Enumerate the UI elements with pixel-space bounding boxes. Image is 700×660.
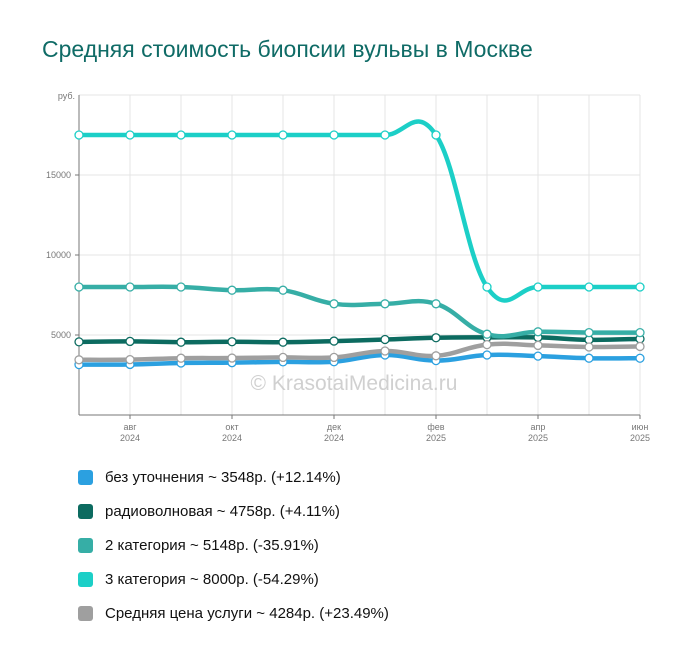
- data-point-cat3: [431, 130, 441, 140]
- data-point-cat2: [278, 285, 288, 295]
- data-point-avg: [278, 352, 288, 363]
- x-tick-label-month: авг: [123, 422, 137, 432]
- legend: без уточнения ~ 3548р. (+12.14%) радиовол…: [78, 460, 389, 630]
- series-lines: [76, 119, 643, 367]
- legend-item-cat3[interactable]: 3 категория ~ 8000р. (-54.29%): [78, 562, 389, 596]
- legend-swatch: [78, 469, 93, 485]
- data-point-avg: [635, 341, 645, 352]
- data-point-cat2: [125, 282, 135, 292]
- data-point-cat2: [635, 327, 645, 338]
- legend-item-cat2[interactable]: 2 категория ~ 5148р. (-35.91%): [78, 528, 389, 562]
- data-point-avg: [533, 340, 543, 351]
- data-point-cat3: [74, 130, 84, 140]
- data-point-avg: [74, 355, 84, 365]
- watermark: © KrasotaiMedicina.ru: [251, 372, 458, 395]
- data-point-cat2: [329, 299, 339, 309]
- legend-label: радиоволновая ~ 4758р. (+4.11%): [105, 502, 340, 520]
- legend-item-no_spec[interactable]: без уточнения ~ 3548р. (+12.14%): [78, 460, 389, 494]
- data-point-radio: [380, 334, 390, 345]
- x-tick-label-month: окт: [225, 422, 238, 432]
- legend-item-radio[interactable]: радиоволновая ~ 4758р. (+4.11%): [78, 494, 389, 528]
- line-chart: руб.50001000015000авг2024окт2024дек2024ф…: [46, 91, 650, 443]
- legend-label: 2 категория ~ 5148р. (-35.91%): [105, 536, 319, 554]
- data-point-cat3: [635, 282, 645, 292]
- data-point-cat3: [176, 130, 186, 140]
- data-point-radio: [329, 336, 339, 346]
- data-point-cat2: [482, 329, 492, 339]
- legend-swatch: [78, 605, 93, 621]
- y-tick-label: 15000: [46, 170, 71, 180]
- data-point-avg: [125, 354, 135, 365]
- data-point-cat2: [584, 327, 594, 338]
- legend-item-avg[interactable]: Средняя цена услуги ~ 4284р. (+23.49%): [78, 596, 389, 630]
- data-point-cat3: [329, 130, 339, 140]
- series-points: [74, 130, 645, 370]
- data-point-avg: [176, 353, 186, 363]
- x-tick-label-year: 2025: [426, 433, 446, 443]
- legend-label: Средняя цена услуги ~ 4284р. (+23.49%): [105, 604, 389, 622]
- data-point-cat2: [431, 299, 441, 309]
- data-point-avg: [380, 346, 390, 356]
- x-tick-label-year: 2024: [120, 433, 140, 443]
- legend-swatch: [78, 503, 93, 519]
- data-point-radio: [125, 336, 135, 347]
- data-point-avg: [431, 351, 441, 361]
- legend-label: без уточнения ~ 3548р. (+12.14%): [105, 468, 341, 486]
- data-point-radio: [227, 337, 237, 347]
- x-tick-label-year: 2025: [630, 433, 650, 443]
- data-point-avg: [584, 342, 594, 352]
- x-tick-label-month: фев: [427, 422, 444, 432]
- x-tick-label-year: 2024: [222, 433, 242, 443]
- data-point-cat3: [125, 130, 135, 140]
- chart-axes: руб.50001000015000авг2024окт2024дек2024ф…: [46, 91, 650, 443]
- data-point-cat3: [227, 130, 237, 140]
- data-point-cat3: [584, 282, 594, 292]
- data-point-cat3: [380, 130, 390, 140]
- data-point-cat2: [533, 327, 543, 337]
- series-line-cat3: [76, 119, 643, 303]
- data-point-cat3: [278, 130, 288, 140]
- data-point-avg: [227, 353, 237, 363]
- x-tick-label-year: 2025: [528, 433, 548, 443]
- data-point-radio: [74, 337, 84, 347]
- y-axis-unit-label: руб.: [58, 91, 75, 101]
- data-point-cat2: [176, 282, 186, 292]
- data-point-radio: [176, 337, 186, 347]
- chart-grid: [78, 94, 641, 415]
- data-point-cat3: [533, 282, 543, 292]
- y-tick-label: 10000: [46, 250, 71, 260]
- series-line-avg: [76, 341, 643, 363]
- x-tick-label-month: апр: [531, 422, 546, 432]
- data-point-radio: [431, 333, 441, 343]
- data-point-avg: [482, 339, 492, 350]
- data-point-no_spec: [584, 353, 594, 363]
- series-line-radio: [76, 334, 643, 345]
- legend-swatch: [78, 537, 93, 553]
- data-point-no_spec: [635, 353, 645, 363]
- x-tick-label-month: июн: [632, 422, 649, 432]
- series-line-cat2: [76, 284, 643, 339]
- legend-swatch: [78, 571, 93, 587]
- data-point-avg: [329, 352, 339, 363]
- data-point-no_spec: [533, 351, 543, 361]
- x-tick-label-year: 2024: [324, 433, 344, 443]
- x-tick-label-month: дек: [327, 422, 341, 432]
- legend-label: 3 категория ~ 8000р. (-54.29%): [105, 570, 319, 588]
- data-point-cat2: [380, 299, 390, 309]
- chart-title: Средняя стоимость биопсии вульвы в Москв…: [42, 36, 533, 62]
- data-point-no_spec: [482, 350, 492, 360]
- y-tick-label: 5000: [51, 330, 71, 340]
- data-point-cat2: [74, 282, 84, 292]
- data-point-cat3: [482, 282, 492, 292]
- data-point-cat2: [227, 285, 237, 295]
- data-point-radio: [278, 337, 288, 347]
- series-line-no_spec: [76, 352, 643, 367]
